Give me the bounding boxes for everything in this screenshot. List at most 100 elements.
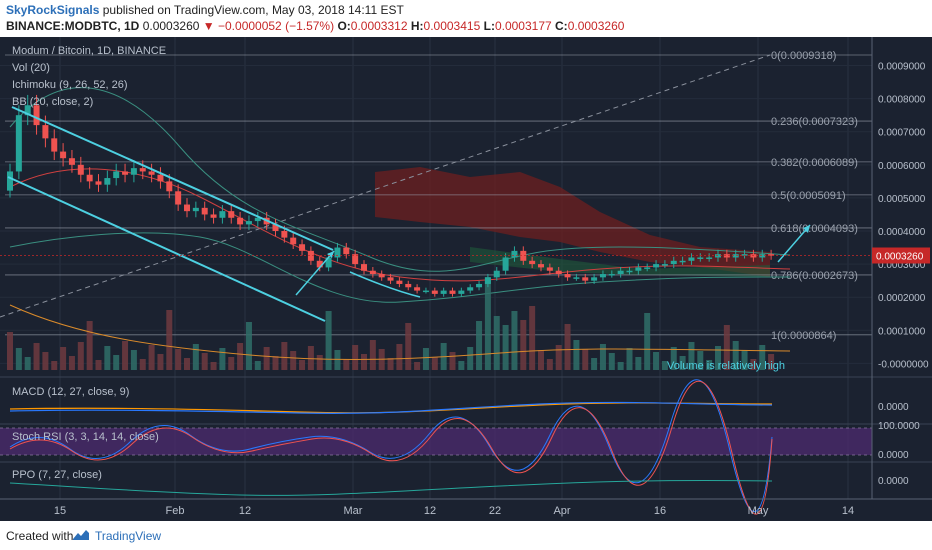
footer: Created with TradingView xyxy=(0,521,932,550)
candle-body xyxy=(706,257,713,259)
publish-line: SkyRockSignals published on TradingView.… xyxy=(6,3,404,17)
close-value: 0.0003260 xyxy=(567,19,625,33)
x-tick-label: 16 xyxy=(654,505,666,517)
candle-body xyxy=(653,264,660,268)
candle-body xyxy=(378,274,385,278)
open-value: 0.0003312 xyxy=(350,19,408,33)
fibonacci-trend-line xyxy=(0,54,771,318)
candle-body xyxy=(617,270,624,275)
breakout-arrow xyxy=(295,250,335,296)
candle-body xyxy=(157,174,164,182)
fibonacci-label: 0.236(0.0007323) xyxy=(771,116,858,128)
volume-bar xyxy=(591,358,598,370)
volume-bar xyxy=(299,360,306,370)
retest-curve xyxy=(349,271,421,298)
macd-tick-label: 0.0000 xyxy=(878,402,909,413)
candle-body xyxy=(715,254,721,258)
volume-bar xyxy=(458,361,465,370)
volume-bar xyxy=(626,348,633,370)
candle-body xyxy=(316,260,323,268)
candle-body xyxy=(511,250,518,258)
down-arrow-icon: ▼ xyxy=(202,19,215,33)
candle-body xyxy=(502,257,509,271)
chart-area[interactable]: 0(0.0009318) 0.236(0.0007323) 0.382(0.0006… xyxy=(0,37,932,521)
candle-body xyxy=(520,250,527,261)
candle-body xyxy=(679,260,686,263)
x-tick-label: 12 xyxy=(239,505,251,517)
candle-body xyxy=(458,290,465,294)
channel-lower-line xyxy=(7,176,326,322)
volume-bar xyxy=(723,325,730,370)
price-tick-label: -0.0000000 xyxy=(878,359,929,370)
legend-title: Modum / Bitcoin, 1D, BINANCE xyxy=(12,45,166,57)
candle-body xyxy=(369,270,376,275)
indicator-panes xyxy=(0,376,932,515)
stoch-rsi-label: Stoch RSI (3, 3, 14, 14, close) xyxy=(12,431,159,443)
volume-bar xyxy=(484,277,491,370)
ppo-tick-label: 0.0000 xyxy=(878,476,909,487)
price-tick-label: 0.0001000 xyxy=(878,326,926,337)
candle-body xyxy=(608,274,615,276)
volume-bar xyxy=(237,343,244,370)
channel-upper-line xyxy=(11,106,334,251)
stoch-tick-label: 0.0000 xyxy=(878,450,909,461)
candle-body xyxy=(546,267,553,271)
candle-body xyxy=(68,158,75,165)
volume-bar xyxy=(697,351,704,370)
macd-line xyxy=(9,401,773,414)
candle-body xyxy=(635,267,642,271)
trend-drawings xyxy=(0,106,872,322)
projection-arrow-head xyxy=(803,225,810,233)
candle-body xyxy=(130,168,137,175)
x-tick-label: Feb xyxy=(166,505,185,517)
candle-body xyxy=(219,211,226,218)
candle-body xyxy=(184,204,190,212)
volume-ma-line xyxy=(9,304,791,360)
volume-bar xyxy=(715,346,721,370)
ppo-line xyxy=(9,479,773,496)
candle-body xyxy=(175,191,182,205)
last-price: 0.0003260 xyxy=(142,19,200,33)
volume-bar xyxy=(77,342,84,370)
last-price-tag xyxy=(872,247,930,264)
candle-body xyxy=(210,214,217,218)
candle-body xyxy=(60,151,67,159)
price-tick-label: 0.0003000 xyxy=(878,260,926,271)
price-chart[interactable]: 0(0.0009318) 0.236(0.0007323) 0.382(0.0006… xyxy=(0,37,932,521)
fibonacci-label: 0.786(0.0002673) xyxy=(771,270,858,282)
fibonacci-label: 0.382(0.0006089) xyxy=(771,157,858,169)
volume-bar xyxy=(130,350,137,370)
tradingview-link[interactable]: TradingView xyxy=(95,529,162,543)
candle-body xyxy=(281,231,288,238)
candle-body xyxy=(414,287,421,291)
candle-body xyxy=(661,264,668,266)
volume-bar xyxy=(157,354,164,370)
volume-bar xyxy=(352,345,359,370)
volume-bar xyxy=(706,360,713,370)
candle-body xyxy=(201,207,208,215)
volume-bar xyxy=(201,353,208,370)
candle-body xyxy=(387,277,394,281)
low-label: L: xyxy=(483,19,495,33)
candle-body xyxy=(361,264,367,271)
volume-bar xyxy=(263,347,270,370)
high-value: 0.0003415 xyxy=(423,19,481,33)
candle-body xyxy=(343,247,350,255)
candle-body xyxy=(723,254,730,258)
volume-bar xyxy=(476,321,483,370)
x-tick-label: Apr xyxy=(553,505,570,517)
ohlc-line: BINANCE:MODBTC, 1D 0.0003260 ▼ −0.000005… xyxy=(6,19,624,33)
bb-lower-band xyxy=(9,232,791,303)
volume-bar xyxy=(732,341,739,370)
volume-bar xyxy=(414,362,421,370)
candle-body xyxy=(237,217,244,225)
axes: 15 Feb 12 Mar 12 22 Apr 16 May 14 0.0009000 0.00080… xyxy=(0,37,932,517)
candle-body xyxy=(245,221,252,225)
price-tick-label: 0.0004000 xyxy=(878,227,926,238)
volume-bar xyxy=(759,345,766,370)
volume-bar xyxy=(86,321,93,370)
author-link[interactable]: SkyRockSignals xyxy=(6,3,100,17)
candle-body xyxy=(228,211,235,218)
volume-bar xyxy=(750,359,757,370)
volume-bar xyxy=(449,352,456,370)
